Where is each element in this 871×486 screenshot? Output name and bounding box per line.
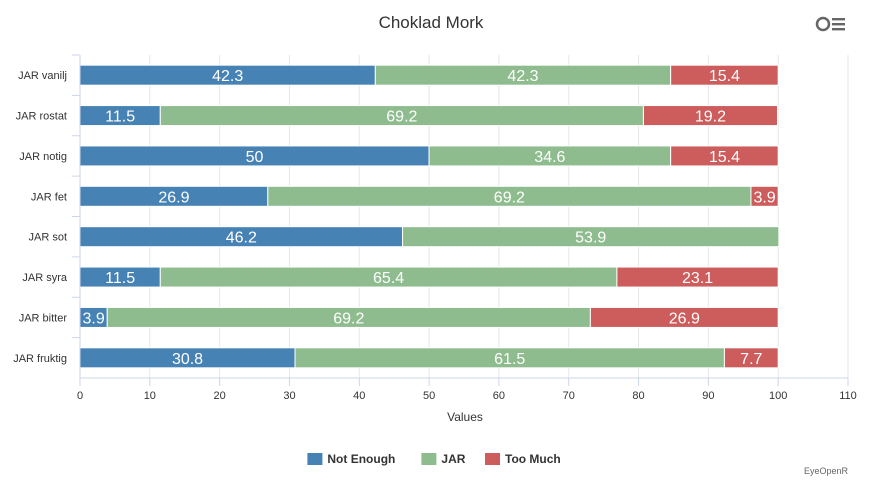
x-axis (72, 54, 849, 386)
category-label: JAR bitter (19, 312, 68, 324)
bar-value-label: 42.3 (212, 68, 243, 85)
bar-value-label: 69.2 (494, 189, 525, 206)
bar-value-label: 46.2 (226, 230, 257, 247)
x-tick-label: 10 (144, 390, 156, 402)
bar-value-label: 11.5 (105, 270, 135, 287)
bar-segment[interactable] (723, 347, 779, 369)
bar-segment[interactable] (616, 266, 779, 288)
credit-label[interactable]: EyeOpenR (804, 466, 849, 476)
bar-value-label: 7.7 (740, 351, 762, 368)
bar-segment[interactable] (670, 145, 779, 167)
x-tick-label: 30 (283, 390, 295, 402)
x-tick-labels: 0 10 20 30 40 50 60 70 80 90 100 110 (77, 390, 857, 402)
bar-value-label: 69.2 (386, 109, 417, 126)
x-tick-label: 80 (632, 390, 644, 402)
category-label: JAR syra (22, 272, 68, 284)
bar-value-label: 69.2 (333, 310, 364, 327)
gridlines (149, 55, 849, 378)
legend-swatch (485, 453, 500, 465)
bar-value-label: 53.9 (575, 230, 606, 247)
bar-segment[interactable] (589, 306, 779, 328)
category-label: JAR fruktig (13, 353, 67, 365)
x-tick-label: 70 (563, 390, 575, 402)
bar-value-label: 65.4 (373, 270, 404, 287)
x-tick-label: 60 (493, 390, 505, 402)
x-tick-label: 110 (839, 390, 857, 402)
x-axis-title: Values (447, 410, 483, 424)
legend-item[interactable]: Not Enough (307, 452, 395, 466)
bar-value-label: 3.9 (82, 310, 104, 327)
chart-title: Choklad Mork (379, 13, 484, 32)
x-tick-label: 0 (77, 390, 83, 402)
x-tick-label: 100 (769, 390, 787, 402)
bar-value-label: 26.9 (158, 189, 189, 206)
bar-segment[interactable] (670, 64, 779, 86)
legend-swatch (421, 453, 437, 465)
legend-label: Too Much (505, 452, 561, 466)
bar-value-label: 42.3 (507, 68, 538, 85)
bar-value-label: 34.6 (534, 149, 565, 166)
bar-value-label: 50 (246, 149, 264, 166)
x-tick-label: 20 (214, 390, 226, 402)
hamburger-menu-icon[interactable] (815, 16, 845, 32)
bars (79, 64, 780, 369)
category-label: JAR fet (31, 191, 67, 203)
legend-label: JAR (441, 452, 465, 466)
legend-item[interactable]: Too Much (485, 452, 561, 466)
legend-label: Not Enough (327, 452, 395, 466)
category-label: JAR sot (28, 232, 67, 244)
legend-swatch (307, 453, 323, 465)
bar-value-label: 61.5 (494, 351, 525, 368)
legend-item[interactable]: JAR (421, 452, 466, 466)
legend: Not Enough JAR Too Much (307, 452, 561, 466)
category-label: JAR vanilj (18, 70, 67, 82)
category-label: JAR rostat (16, 111, 67, 123)
x-tick-label: 90 (702, 390, 714, 402)
category-label: JAR notig (19, 151, 67, 163)
bar-value-label: 30.8 (172, 351, 203, 368)
bar-value-label: 11.5 (105, 109, 135, 126)
bar-labels: 42.3 42.3 15.4 11.5 69.2 19.2 50 34.6 15.4 26.9 69… (82, 68, 775, 368)
bar-segment[interactable] (402, 226, 780, 248)
bar-value-label: 3.9 (753, 189, 775, 206)
bar-segment[interactable] (750, 185, 779, 207)
x-tick-label: 50 (423, 390, 435, 402)
bar-value-label: 19.2 (695, 109, 726, 126)
bar-value-label: 23.1 (682, 270, 713, 287)
bar-value-label: 15.4 (709, 68, 740, 85)
bar-value-label: 15.4 (709, 149, 740, 166)
x-tick-label: 40 (353, 390, 365, 402)
bar-segment[interactable] (642, 105, 778, 127)
category-labels: JAR vanilj JAR rostat JAR notig JAR fet JAR … (13, 70, 68, 365)
bar-value-label: 26.9 (669, 310, 700, 327)
